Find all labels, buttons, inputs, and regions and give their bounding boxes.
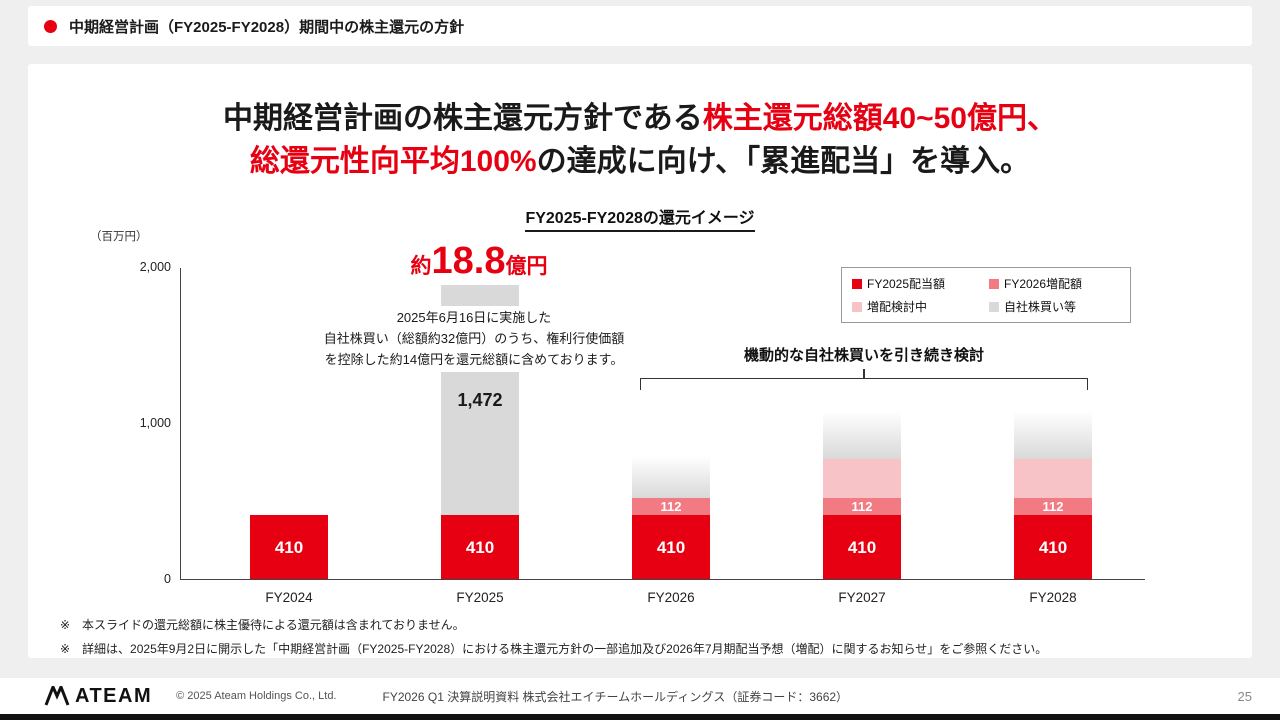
bar-segment: 410 [250,515,328,579]
x-axis-label: FY2028 [1029,590,1077,605]
y-axis-tick-label: 2,000 [139,260,171,274]
slide-header-title: 中期経営計画（FY2025-FY2028）期間中の株主還元の方針 [69,18,465,36]
legend-swatch [989,301,999,312]
headline-line1-black: 中期経営計画の株主還元方針である [223,102,703,135]
bar-value-label: 112 [851,498,873,514]
headline-line2: 総還元性向平均100%の達成に向け、「累進配当」を導入。 [28,141,1252,184]
buyback-note-line: 自社株買い（総額約32億円）のうち、権利行使価額 [323,330,625,346]
legend-item: FY2025配当額 [852,275,983,292]
total-suffix: 億円 [505,255,548,278]
y-axis-tick-label: 1,000 [139,416,171,430]
legend-label: 自社株買い等 [1004,300,1077,314]
legend-item: 自社株買い等 [989,298,1120,315]
ateam-logo: ATEAM [44,685,152,708]
chart-title-wrap: FY2025-FY2028の還元イメージ [28,204,1252,232]
chart-legend: FY2025配当額 FY2026増配額増配検討中 自社株買い等 [841,267,1131,323]
axis-unit-label: （百万円） [90,231,148,243]
bar-segment [632,453,710,498]
x-axis-label: FY2026 [647,590,695,605]
bar-segment: 410 [823,515,901,579]
buyback-note-line: 2025年6月16日に実施した [396,310,552,325]
bar-segment: 112 [632,497,710,516]
chart-title: FY2025-FY2028の還元イメージ [525,204,755,232]
bracket-tick [863,369,865,378]
legend-label: 増配検討中 [867,300,928,314]
legend-label: FY2025配当額 [867,277,946,291]
x-axis-label: FY2025 [456,590,504,605]
bar-value-label: 112 [1042,498,1064,514]
buyback-note-line: を控除した約14億円を還元総額に含めております。 [324,351,624,367]
bracket-shape [640,378,1088,390]
bar-segment: 410 [1014,515,1092,579]
bar-value-label: 410 [847,537,877,557]
bar-segment [823,458,901,498]
footer-deck-title: FY2026 Q1 決算説明資料 株式会社エイチームホールディングス（証券コード… [382,689,849,704]
headline-line1-red: 株主還元総額40~50億円、 [702,102,1057,135]
legend-swatch [852,278,862,289]
y-axis-tick-label: 0 [164,572,171,586]
bar-value-label: 410 [465,537,495,557]
fy2025-total-annotation: 約18.8億円 [329,240,629,283]
bar-value-label: 1,472 [457,390,503,411]
legend-item: 増配検討中 [852,298,983,315]
bar-segment: 410 [441,515,519,579]
footnote-1: ※ 本スライドの還元総額に株主優待による還元額は含まれておりません。 [60,618,465,632]
bar-value-label: 112 [660,498,682,514]
copyright-text: © 2025 Ateam Holdings Co., Ltd. [176,690,337,702]
x-axis-label: FY2027 [838,590,886,605]
footnote-2: ※ 詳細は、2025年9月2日に開示した「中期経営計画（FY2025-FY202… [60,642,1048,656]
legend-label: FY2026増配額 [1004,277,1083,291]
bar-segment: 112 [1014,497,1092,516]
total-value: 18.8 [431,240,506,282]
slide-footer: ATEAM © 2025 Ateam Holdings Co., Ltd. FY… [0,678,1280,714]
bar-segment [823,408,901,459]
bracket-label: 機動的な自社株買いを引き続き検討 [743,347,984,364]
slide-header: 中期経営計画（FY2025-FY2028）期間中の株主還元の方針 [28,6,1252,46]
bar-segment [1014,458,1092,498]
ateam-logo-text: ATEAM [75,684,153,707]
bar-value-label: 410 [656,537,686,557]
legend-swatch [852,301,862,312]
headline: 中期経営計画の株主還元方針である株主還元総額40~50億円、 総還元性向平均10… [28,98,1252,183]
bullet-dot-icon [44,19,57,33]
legend-item: FY2026増配額 [989,275,1120,292]
buyback-bracket-annotation: 機動的な自社株買いを引き続き検討 [640,344,1088,390]
headline-line2-red: 総還元性向平均100% [249,144,537,178]
ateam-logo-icon [44,686,70,706]
page-number: 25 [1237,688,1252,704]
buyback-note: 2025年6月16日に実施した 自社株買い（総額約32億円）のうち、権利行使価額… [276,306,672,373]
legend-swatch [989,278,999,289]
bar-segment [1014,408,1092,459]
headline-line1: 中期経営計画の株主還元方針である株主還元総額40~50億円、 [28,98,1252,141]
bar-value-label: 410 [1038,537,1068,557]
headline-line2-black: の達成に向け、「累進配当」を導入。 [536,144,1031,178]
bar-segment: 112 [823,497,901,516]
total-prefix: 約 [410,255,432,278]
bar-value-label: 410 [274,537,304,557]
x-axis-label: FY2024 [265,590,313,605]
bar-segment: 410 [632,515,710,579]
main-card: 中期経営計画の株主還元方針である株主還元総額40~50億円、 総還元性向平均10… [28,64,1252,658]
footer-accent-bar [0,714,1280,720]
